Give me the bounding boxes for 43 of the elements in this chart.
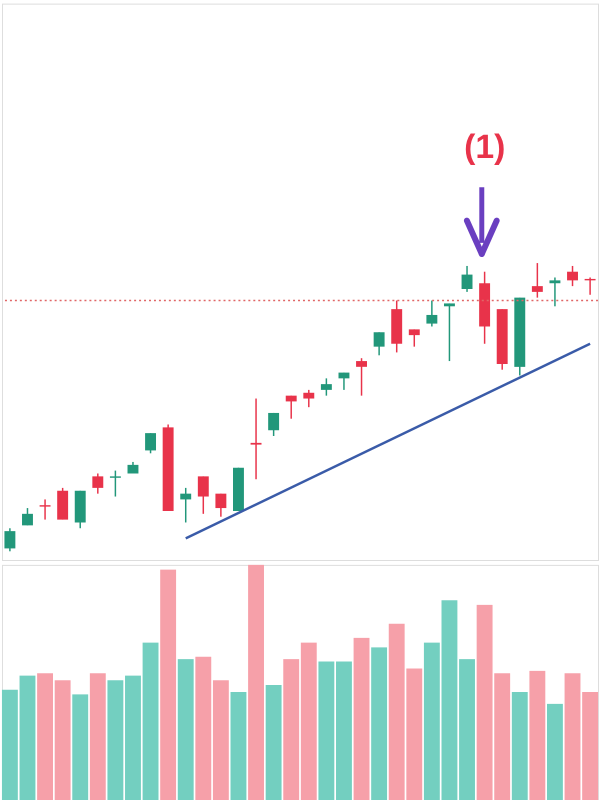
candlestick: [462, 265, 472, 293]
bar: [512, 692, 528, 800]
candlestick: [40, 498, 51, 520]
candlestick: [268, 412, 280, 437]
candlestick: [356, 357, 367, 396]
candlestick: [180, 487, 192, 524]
candlestick: [215, 492, 226, 518]
bar: [283, 659, 300, 800]
candlestick: [338, 372, 350, 391]
bar: [230, 692, 246, 800]
bar: [529, 670, 546, 800]
candlestick: [408, 328, 420, 348]
bar: [160, 570, 176, 800]
bar: [354, 638, 370, 800]
candlestick: [320, 378, 332, 396]
bar: [178, 659, 194, 800]
bar: [195, 656, 212, 800]
candlestick: [532, 262, 543, 298]
candlestick: [4, 527, 16, 552]
candlestick: [128, 461, 138, 474]
bar: [546, 704, 563, 800]
bar: [248, 564, 264, 800]
candlestick: [567, 265, 578, 287]
bar: [371, 647, 388, 800]
bar: [266, 684, 282, 800]
candlestick: [198, 476, 209, 515]
candlestick: [145, 432, 156, 454]
candlestick: [426, 300, 438, 328]
bar: [300, 642, 317, 800]
candlestick: [374, 331, 385, 356]
candlestick: [92, 472, 104, 494]
bar: [90, 673, 106, 800]
candlestick: [444, 302, 455, 362]
bar: [388, 624, 405, 800]
bar: [212, 680, 229, 800]
candlestick: [110, 470, 121, 498]
candlestick: [286, 394, 297, 420]
candlestick: [584, 276, 596, 296]
candlestick: [303, 389, 314, 408]
bar: [72, 694, 88, 800]
text: (1): [464, 128, 506, 166]
bar: [406, 668, 422, 800]
candlestick: [22, 507, 33, 526]
